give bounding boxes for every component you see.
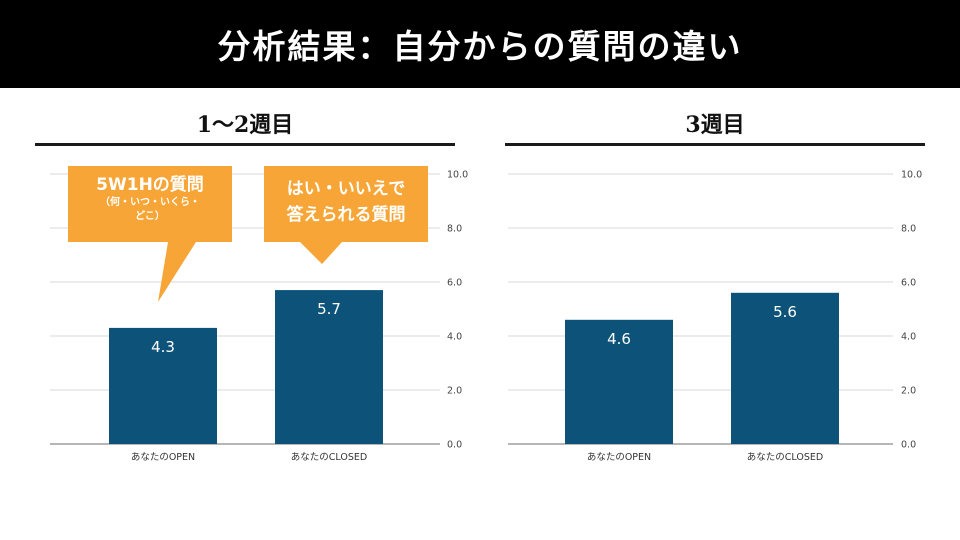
callout-open-sub-2: どこ） <box>135 211 165 222</box>
slide-title: 分析結果：自分からの質問の違い <box>217 27 743 66</box>
y-tick-label: 10.0 <box>901 170 922 181</box>
bar-value-label: 4.6 <box>607 330 631 348</box>
panel-title-rule <box>35 143 455 146</box>
x-category-label: あなたのOPEN <box>131 452 195 463</box>
y-tick-label: 2.0 <box>447 386 462 397</box>
callout-closed-line-1: はい・いいえで <box>286 179 406 199</box>
y-tick-label: 2.0 <box>901 386 916 397</box>
chart-week-3: 0.0 2.0 4.0 6.0 8.0 10.0 4.6 あなたのOPEN 5.6 あなたのCLO… <box>508 170 922 463</box>
callout-closed-line-2: 答えられる質問 <box>286 205 406 225</box>
slide-header: 分析結果：自分からの質問の違い <box>0 0 960 88</box>
bar-value-label: 5.7 <box>317 300 341 318</box>
y-tick-label: 4.0 <box>901 332 916 343</box>
bar <box>109 327 217 444</box>
bar <box>275 290 383 444</box>
callout-shapes <box>68 166 428 302</box>
callout-open-heading: 5W1Hの質問 <box>96 175 204 195</box>
y-tick-label: 0.0 <box>447 440 462 451</box>
y-tick-label: 8.0 <box>447 224 462 235</box>
y-tick-label: 6.0 <box>901 278 916 289</box>
callout-closed-bubble <box>264 166 428 264</box>
panel-title-weeks-1-2: 1〜2週目 <box>196 112 294 138</box>
bar <box>565 319 673 444</box>
callout-open-sub-1: （何・いつ・いくら・ <box>100 197 200 208</box>
y-tick-label: 10.0 <box>447 170 468 181</box>
callout-open-bubble <box>68 166 232 302</box>
panel-title-rule <box>505 143 925 146</box>
chart-weeks-1-2: 0.0 2.0 4.0 6.0 8.0 10.0 4.3 あなたのOPEN 5.7 あなたのCLO… <box>50 170 468 463</box>
x-category-label: あなたのCLOSED <box>291 452 367 463</box>
bar-value-label: 4.3 <box>151 338 175 356</box>
callout-closed-text: はい・いいえで 答えられる質問 <box>264 176 428 228</box>
panel-title-week-3: 3週目 <box>685 112 745 138</box>
bar <box>731 292 839 444</box>
bar-value-label: 5.6 <box>773 303 797 321</box>
y-tick-label: 8.0 <box>901 224 916 235</box>
y-tick-label: 4.0 <box>447 332 462 343</box>
x-category-label: あなたのOPEN <box>587 452 651 463</box>
y-tick-label: 6.0 <box>447 278 462 289</box>
callout-open-text: 5W1Hの質問 （何・いつ・いくら・ どこ） <box>68 174 232 224</box>
x-category-label: あなたのCLOSED <box>747 452 823 463</box>
y-tick-label: 0.0 <box>901 440 916 451</box>
